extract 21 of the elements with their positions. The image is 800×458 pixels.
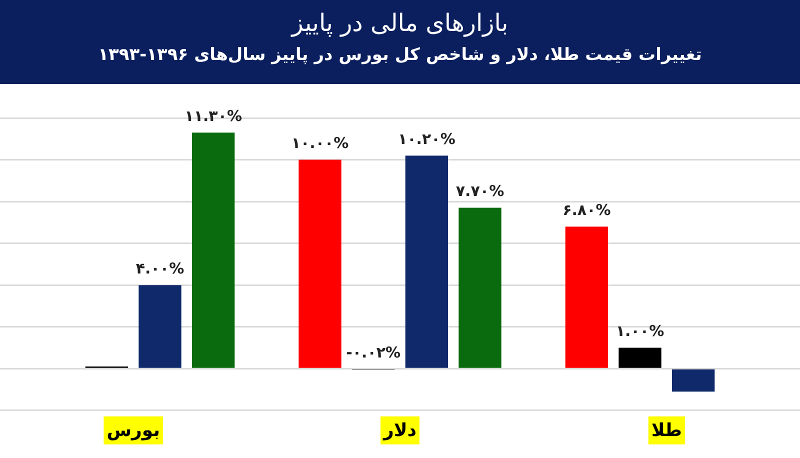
- data-label: ۶.۸۰%: [562, 200, 611, 219]
- data-label: ۴.۰۰%: [136, 259, 184, 278]
- x-tick-label: طلا: [651, 420, 682, 441]
- chart-subtitle: تغییرات قیمت طلا، دلار و شاخص کل بورس در پاییز سال‌های ۱۳۹۶-۱۳۹۳: [97, 44, 703, 67]
- bar: [672, 369, 715, 392]
- bar: [298, 160, 342, 368]
- data-label: ۷.۷۰%: [456, 182, 504, 200]
- bar: [565, 226, 608, 368]
- data-label: ۱۱.۳۰%: [184, 107, 242, 126]
- bar: [405, 156, 448, 368]
- x-tick-label: بورس: [106, 420, 160, 441]
- data-label: ۱۰.۲۰%: [398, 130, 456, 148]
- chart-title: بازارهای مالی در پاییز: [290, 8, 510, 39]
- bar: [192, 132, 235, 368]
- data-label: ۱۰.۰۰%: [291, 134, 349, 152]
- x-tick-label: دلار: [382, 420, 417, 441]
- bar: [618, 348, 662, 368]
- bar: [458, 208, 502, 368]
- bar: [138, 285, 182, 368]
- data-label: ۱.۰۰%: [616, 322, 664, 340]
- data-label: -۰.۰۲%: [346, 343, 401, 362]
